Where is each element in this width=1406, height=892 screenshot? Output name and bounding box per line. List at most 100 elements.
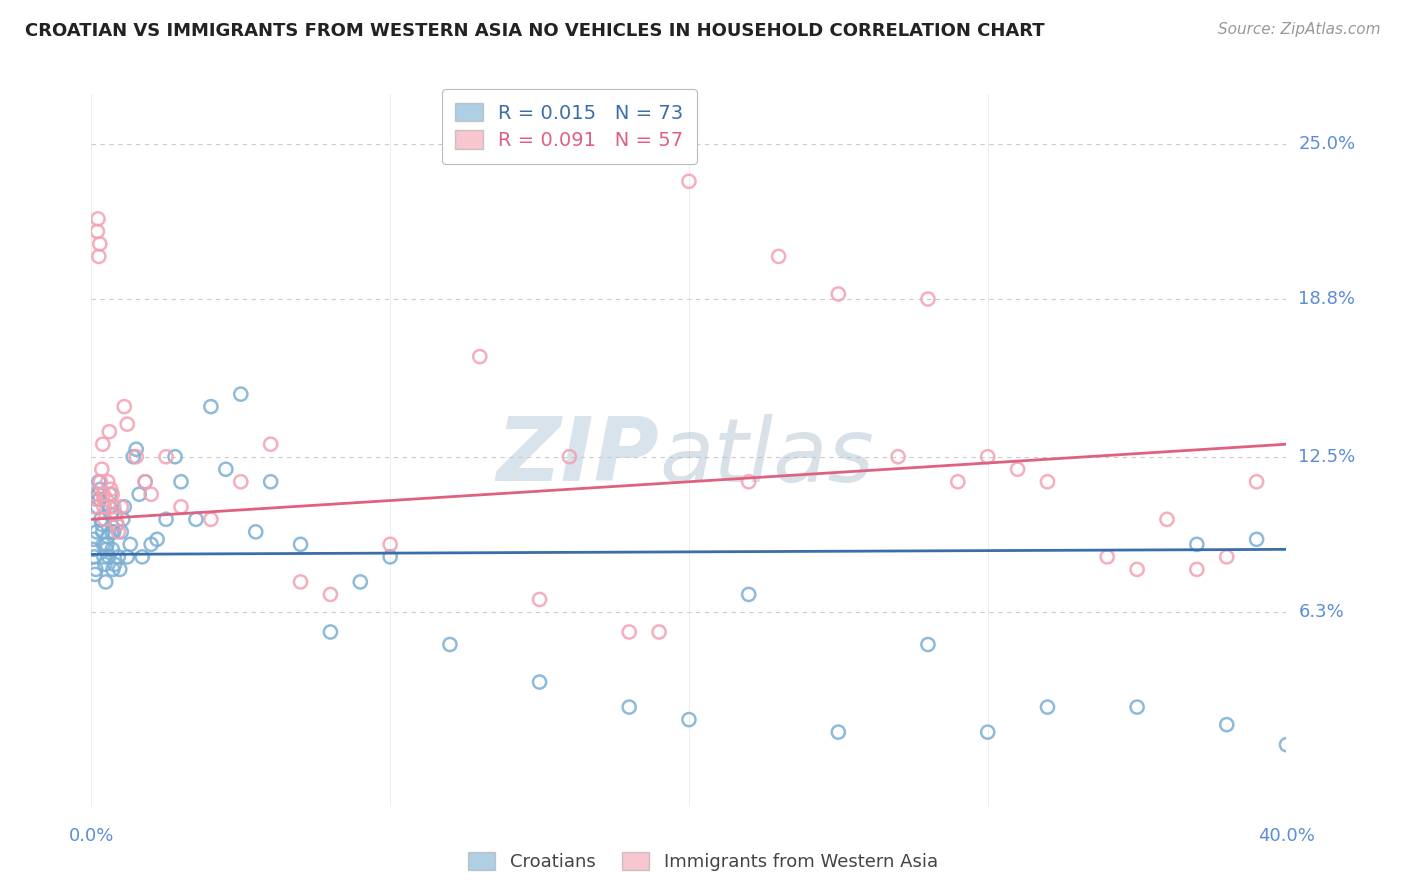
Point	[768, 249, 790, 263]
Point	[94, 574, 117, 589]
Point	[84, 562, 107, 576]
Text: CROATIAN VS IMMIGRANTS FROM WESTERN ASIA NO VEHICLES IN HOUSEHOLD CORRELATION CH: CROATIAN VS IMMIGRANTS FROM WESTERN ASIA…	[25, 22, 1045, 40]
Point	[82, 487, 104, 501]
Point	[105, 517, 128, 532]
Point	[89, 483, 111, 497]
Point	[84, 567, 107, 582]
Point	[111, 512, 134, 526]
Point	[349, 574, 371, 589]
Point	[103, 500, 125, 514]
Point	[101, 487, 124, 501]
Point	[104, 558, 127, 572]
Point	[89, 475, 111, 489]
Point	[200, 512, 222, 526]
Point	[917, 638, 939, 652]
Point	[439, 638, 461, 652]
Point	[98, 487, 121, 501]
Point	[107, 524, 129, 539]
Point	[529, 592, 551, 607]
Point	[737, 587, 759, 601]
Point	[83, 533, 105, 547]
Point	[112, 500, 135, 514]
Point	[378, 537, 402, 551]
Point	[93, 487, 115, 501]
Point	[558, 450, 581, 464]
Point	[110, 524, 132, 539]
Point	[1185, 562, 1208, 576]
Point	[93, 500, 115, 514]
Text: No Vehicles in Household: No Vehicles in Household	[0, 273, 4, 483]
Point	[94, 558, 117, 572]
Point	[648, 625, 671, 640]
Point	[319, 625, 342, 640]
Point	[1126, 700, 1149, 714]
Point	[184, 512, 207, 526]
Point	[87, 475, 110, 489]
Point	[122, 450, 145, 464]
Point	[87, 487, 110, 501]
Point	[290, 574, 312, 589]
Point	[86, 224, 108, 238]
Point	[90, 512, 112, 526]
Point	[97, 530, 120, 544]
Point	[827, 287, 849, 301]
Point	[619, 700, 641, 714]
Point	[100, 483, 122, 497]
Point	[259, 475, 281, 489]
Point	[108, 562, 131, 576]
Point	[83, 549, 105, 564]
Legend: R = 0.015   N = 73, R = 0.091   N = 57: R = 0.015 N = 73, R = 0.091 N = 57	[441, 89, 697, 164]
Point	[141, 487, 162, 501]
Point	[319, 587, 342, 601]
Point	[1007, 462, 1029, 476]
Point	[131, 549, 153, 564]
Point	[105, 517, 128, 532]
Text: Source: ZipAtlas.com: Source: ZipAtlas.com	[1218, 22, 1381, 37]
Point	[887, 450, 910, 464]
Point	[134, 475, 156, 489]
Point	[134, 475, 156, 489]
Text: 0.0%: 0.0%	[69, 827, 114, 846]
Point	[96, 492, 118, 507]
Point	[468, 350, 491, 364]
Legend: Croatians, Immigrants from Western Asia: Croatians, Immigrants from Western Asia	[461, 846, 945, 879]
Point	[125, 442, 148, 457]
Point	[378, 549, 402, 564]
Point	[90, 517, 112, 532]
Point	[529, 675, 551, 690]
Point	[1126, 562, 1149, 576]
Point	[619, 625, 641, 640]
Point	[1097, 549, 1119, 564]
Point	[84, 492, 107, 507]
Point	[1215, 549, 1237, 564]
Point	[115, 549, 138, 564]
Point	[100, 524, 122, 539]
Point	[1156, 512, 1178, 526]
Text: 25.0%: 25.0%	[1299, 135, 1355, 153]
Point	[245, 524, 267, 539]
Point	[737, 475, 759, 489]
Point	[86, 524, 108, 539]
Point	[96, 542, 118, 557]
Point	[1246, 533, 1268, 547]
Point	[678, 174, 700, 188]
Text: 12.5%: 12.5%	[1299, 448, 1355, 466]
Point	[125, 450, 148, 464]
Point	[82, 542, 104, 557]
Point	[827, 725, 849, 739]
Text: 18.8%: 18.8%	[1299, 290, 1355, 308]
Point	[678, 713, 700, 727]
Point	[94, 512, 117, 526]
Point	[146, 533, 169, 547]
Point	[1275, 738, 1298, 752]
Point	[1215, 717, 1237, 731]
Point	[104, 508, 127, 522]
Point	[1246, 475, 1268, 489]
Point	[215, 462, 238, 476]
Point	[96, 537, 118, 551]
Point	[86, 500, 108, 514]
Text: ZIP: ZIP	[496, 413, 659, 500]
Point	[155, 450, 177, 464]
Point	[1185, 537, 1208, 551]
Point	[97, 475, 120, 489]
